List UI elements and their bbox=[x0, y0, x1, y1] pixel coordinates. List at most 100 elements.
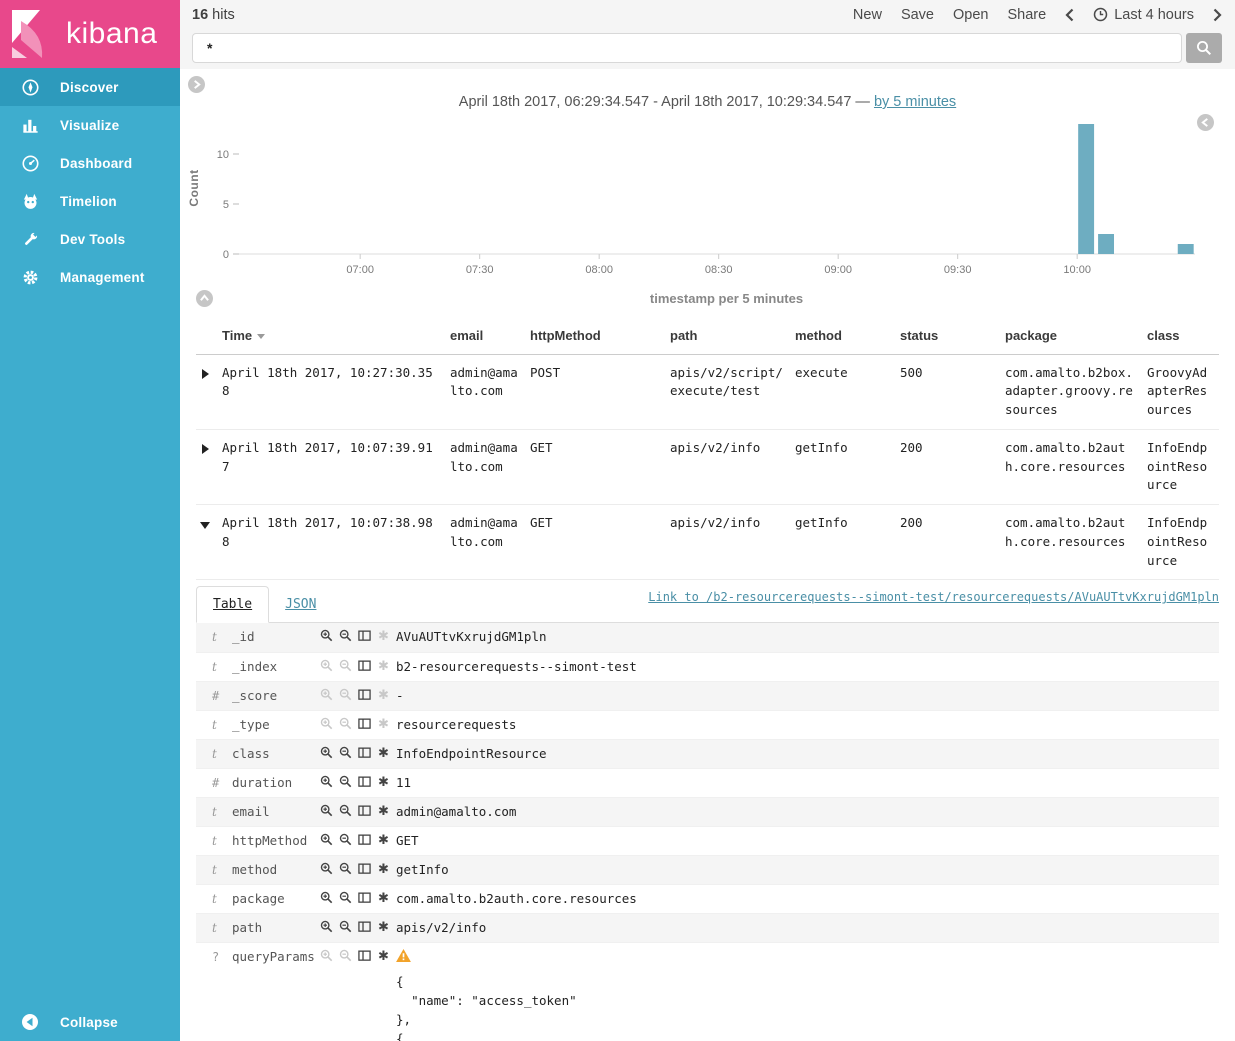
new-button[interactable]: New bbox=[852, 6, 882, 23]
filter-in-icon[interactable] bbox=[320, 949, 333, 962]
detail-field-row: t httpMethod ✱ GET bbox=[196, 826, 1219, 855]
table-row-expanded[interactable]: April 18th 2017, 10:07:38.988 admin@amal… bbox=[196, 505, 1219, 581]
time-forward-button[interactable] bbox=[1213, 8, 1222, 22]
save-button[interactable]: Save bbox=[900, 6, 934, 23]
field-actions: ✱ bbox=[320, 658, 396, 672]
filter-out-icon[interactable] bbox=[339, 746, 352, 759]
toggle-column-icon[interactable] bbox=[358, 804, 371, 817]
open-button[interactable]: Open bbox=[953, 6, 989, 23]
star-icon[interactable]: ✱ bbox=[378, 687, 389, 703]
sidebar-item-label: Management bbox=[60, 269, 145, 285]
toggle-column-icon[interactable] bbox=[358, 629, 371, 642]
field-value: { "name": "access_token" }, { "values": … bbox=[396, 948, 1219, 1041]
star-icon[interactable]: ✱ bbox=[378, 919, 389, 935]
star-icon[interactable]: ✱ bbox=[378, 890, 389, 906]
toggle-column-icon[interactable] bbox=[358, 746, 371, 759]
filter-in-icon[interactable] bbox=[320, 746, 333, 759]
search-input[interactable] bbox=[192, 33, 1182, 63]
column-header-time[interactable]: Time bbox=[222, 326, 450, 346]
toggle-column-icon[interactable] bbox=[358, 775, 371, 788]
collapse-chart-button[interactable] bbox=[196, 290, 213, 307]
star-icon[interactable]: ✱ bbox=[378, 832, 389, 848]
toggle-column-icon[interactable] bbox=[358, 949, 371, 962]
caret-right-icon bbox=[202, 368, 209, 379]
field-name: method bbox=[232, 862, 278, 878]
time-back-button[interactable] bbox=[1065, 8, 1074, 22]
field-actions: ✱ bbox=[320, 861, 396, 875]
sidebar-item-discover[interactable]: Discover bbox=[0, 68, 180, 106]
table-row[interactable]: April 18th 2017, 10:07:39.917 admin@amal… bbox=[196, 430, 1219, 505]
filter-in-icon[interactable] bbox=[320, 629, 333, 642]
sidebar-item-timelion[interactable]: Timelion bbox=[0, 182, 180, 220]
sidebar-item-management[interactable]: Management bbox=[0, 258, 180, 296]
field-type-icon: t bbox=[212, 630, 217, 645]
sidebar-item-dashboard[interactable]: Dashboard bbox=[0, 144, 180, 182]
star-icon[interactable]: ✱ bbox=[378, 774, 389, 790]
expand-row-button[interactable] bbox=[196, 439, 222, 460]
filter-in-icon[interactable] bbox=[320, 804, 333, 817]
filter-out-icon[interactable] bbox=[339, 862, 352, 875]
tab-table[interactable]: Table bbox=[196, 586, 270, 624]
filter-out-icon[interactable] bbox=[339, 891, 352, 904]
star-icon[interactable]: ✱ bbox=[378, 803, 389, 819]
interval-link[interactable]: by 5 minutes bbox=[873, 94, 957, 110]
filter-in-icon[interactable] bbox=[320, 920, 333, 933]
filter-in-icon[interactable] bbox=[320, 717, 333, 730]
toggle-column-icon[interactable] bbox=[358, 659, 371, 672]
sidebar-item-visualize[interactable]: Visualize bbox=[0, 106, 180, 144]
toggle-column-icon[interactable] bbox=[358, 920, 371, 933]
column-header-httpmethod[interactable]: httpMethod bbox=[530, 328, 601, 343]
column-header-status[interactable]: status bbox=[900, 328, 939, 343]
toggle-column-icon[interactable] bbox=[358, 688, 371, 701]
histogram-bar[interactable] bbox=[1098, 234, 1115, 254]
cell-class: InfoEndpointResource bbox=[1147, 515, 1208, 568]
histogram-bar[interactable] bbox=[1078, 124, 1095, 254]
document-permalink[interactable]: Link to /b2-resourcerequests--simont-tes… bbox=[648, 590, 1219, 605]
filter-in-icon[interactable] bbox=[320, 775, 333, 788]
collapse-row-button[interactable] bbox=[196, 514, 222, 535]
toggle-column-icon[interactable] bbox=[358, 717, 371, 730]
table-row[interactable]: April 18th 2017, 10:27:30.358 admin@amal… bbox=[196, 355, 1219, 430]
x-tick-label: 07:30 bbox=[466, 264, 494, 276]
toggle-column-icon[interactable] bbox=[358, 891, 371, 904]
star-icon[interactable]: ✱ bbox=[378, 861, 389, 877]
toggle-column-icon[interactable] bbox=[358, 833, 371, 846]
column-header-email[interactable]: email bbox=[450, 328, 484, 343]
time-range-title: April 18th 2017, 06:29:34.547 - April 18… bbox=[180, 69, 1235, 110]
star-icon[interactable]: ✱ bbox=[378, 628, 389, 644]
time-picker-button[interactable]: Last 4 hours bbox=[1093, 7, 1194, 23]
star-icon[interactable]: ✱ bbox=[378, 745, 389, 761]
column-header-package[interactable]: package bbox=[1005, 328, 1058, 343]
search-button[interactable] bbox=[1186, 33, 1222, 63]
filter-in-icon[interactable] bbox=[320, 891, 333, 904]
filter-out-icon[interactable] bbox=[339, 920, 352, 933]
filter-in-icon[interactable] bbox=[320, 659, 333, 672]
filter-out-icon[interactable] bbox=[339, 717, 352, 730]
filter-in-icon[interactable] bbox=[320, 833, 333, 846]
column-header-method[interactable]: method bbox=[795, 328, 842, 343]
show-field-list-button[interactable] bbox=[188, 76, 205, 93]
filter-out-icon[interactable] bbox=[339, 833, 352, 846]
filter-out-icon[interactable] bbox=[339, 804, 352, 817]
star-icon[interactable]: ✱ bbox=[378, 658, 389, 674]
expand-row-button[interactable] bbox=[196, 364, 222, 385]
histogram-bar[interactable] bbox=[1177, 244, 1194, 254]
tab-json[interactable]: JSON bbox=[285, 597, 317, 613]
share-button[interactable]: Share bbox=[1007, 6, 1047, 23]
filter-in-icon[interactable] bbox=[320, 688, 333, 701]
sidebar-collapse-button[interactable]: Collapse bbox=[0, 1003, 180, 1041]
filter-out-icon[interactable] bbox=[339, 688, 352, 701]
column-header-path[interactable]: path bbox=[670, 328, 698, 343]
toggle-column-icon[interactable] bbox=[358, 862, 371, 875]
star-icon[interactable]: ✱ bbox=[378, 716, 389, 732]
filter-out-icon[interactable] bbox=[339, 949, 352, 962]
column-header-class[interactable]: class bbox=[1147, 328, 1180, 343]
kibana-logo[interactable]: kibana bbox=[0, 0, 180, 68]
filter-out-icon[interactable] bbox=[339, 659, 352, 672]
filter-out-icon[interactable] bbox=[339, 629, 352, 642]
filter-out-icon[interactable] bbox=[339, 775, 352, 788]
collapse-panel-button[interactable] bbox=[1197, 114, 1214, 131]
sidebar-item-dev-tools[interactable]: Dev Tools bbox=[0, 220, 180, 258]
filter-in-icon[interactable] bbox=[320, 862, 333, 875]
star-icon[interactable]: ✱ bbox=[378, 948, 389, 964]
